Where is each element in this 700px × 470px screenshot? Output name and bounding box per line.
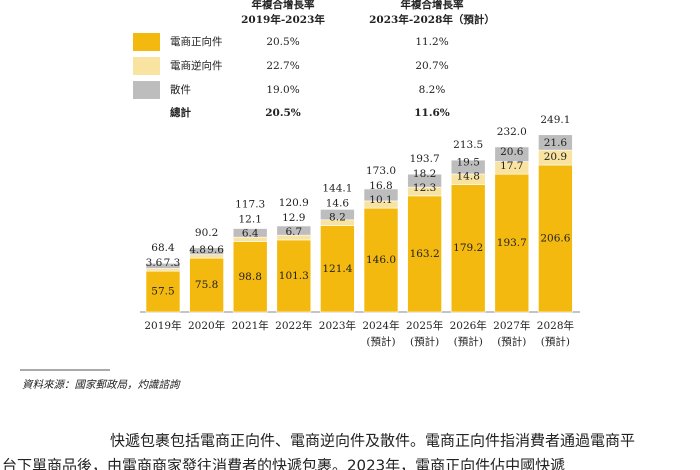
value-label: 20.6 bbox=[500, 146, 524, 158]
total-label: 249.1 bbox=[540, 114, 570, 126]
value-label: 3.6 bbox=[146, 257, 163, 269]
x-tick-label: 2022年 bbox=[275, 319, 312, 332]
x-tick-label: 2024年 bbox=[362, 319, 399, 332]
total-label: 120.9 bbox=[279, 197, 309, 209]
x-tick-note: (預計) bbox=[366, 335, 395, 348]
value-label: 9.6 bbox=[207, 244, 224, 256]
value-label: 121.4 bbox=[322, 263, 352, 275]
value-label: 17.7 bbox=[500, 160, 523, 172]
bar-segment bbox=[189, 247, 224, 255]
bar-segment bbox=[145, 263, 181, 269]
value-label: 16.8 bbox=[369, 180, 392, 192]
legend-swatch bbox=[133, 33, 160, 51]
x-tick-label: 2025年 bbox=[406, 319, 443, 332]
bar-segment bbox=[232, 241, 268, 313]
value-label: 193.7 bbox=[497, 237, 527, 249]
x-tick-note: (預計) bbox=[497, 335, 526, 348]
bar-segment bbox=[232, 228, 268, 238]
legend-label: 電商正向件 bbox=[170, 35, 223, 48]
total-label: 173.0 bbox=[366, 165, 396, 177]
table-cell: 20.5% bbox=[266, 36, 299, 48]
x-tick-note: (預計) bbox=[541, 335, 570, 348]
value-label: 12.3 bbox=[413, 182, 436, 194]
total-label: 232.0 bbox=[497, 126, 527, 138]
body-text: 台下單商品後，由電商商家發往消費者的快遞包裹。2023年，電商正向件佔中國快遞 bbox=[2, 457, 565, 470]
table-cell: 11.2% bbox=[415, 36, 448, 48]
total-label: 144.1 bbox=[322, 183, 352, 195]
bar-segment bbox=[363, 188, 399, 202]
table-header: 年複合增長率 bbox=[401, 0, 464, 11]
value-label: 101.3 bbox=[279, 270, 309, 282]
total-label: 90.2 bbox=[195, 227, 218, 239]
value-label: 163.2 bbox=[410, 248, 440, 260]
value-label: 12.9 bbox=[282, 212, 305, 224]
total-label: 213.5 bbox=[453, 139, 483, 151]
table-cell: 8.2% bbox=[419, 84, 446, 96]
bar-segment bbox=[538, 134, 573, 151]
value-label: 21.6 bbox=[544, 137, 568, 149]
value-label: 98.8 bbox=[239, 271, 262, 283]
x-tick-label: 2021年 bbox=[232, 319, 269, 332]
value-label: 75.8 bbox=[195, 279, 218, 291]
source: 資料來源：國家郵政局，灼識諮詢 bbox=[22, 379, 181, 391]
bar-segment bbox=[494, 146, 530, 162]
value-label: 18.2 bbox=[413, 168, 436, 180]
table-cell: 19.0% bbox=[266, 84, 299, 96]
value-label: 14.6 bbox=[326, 198, 350, 210]
x-tick-label: 2020年 bbox=[188, 319, 225, 332]
value-label: 19.5 bbox=[457, 156, 480, 168]
bar-segment bbox=[407, 173, 442, 188]
value-label: 4.8 bbox=[189, 244, 206, 256]
value-label: 146.0 bbox=[366, 254, 396, 266]
legend-swatch bbox=[133, 81, 160, 99]
bar-segment bbox=[363, 207, 399, 313]
table-cell: 20.7% bbox=[415, 60, 448, 72]
body-text: 快遞包裹包括電商正向件、電商逆向件及散件。電商正向件指消費者通過電商平 bbox=[110, 432, 635, 450]
x-tick-label: 2028年 bbox=[537, 319, 574, 332]
value-label: 20.9 bbox=[544, 151, 567, 163]
value-label: 6.4 bbox=[242, 228, 259, 240]
value-label: 14.8 bbox=[457, 170, 480, 182]
x-tick-label: 2019年 bbox=[144, 319, 181, 332]
x-tick-note: (預計) bbox=[410, 335, 439, 348]
value-label: 8.2 bbox=[329, 212, 346, 224]
table-header: 2023年-2028年（預計） bbox=[369, 13, 495, 26]
table-total-cell: 20.5% bbox=[265, 107, 301, 119]
table-cell: 22.7% bbox=[266, 60, 299, 72]
table-total-label: 總計 bbox=[170, 106, 191, 119]
bar-segment bbox=[494, 173, 530, 313]
bar-segment bbox=[145, 270, 181, 313]
table-header: 2019年-2023年 bbox=[241, 13, 325, 26]
x-tick-note: (預計) bbox=[454, 335, 483, 348]
total-label: 193.7 bbox=[410, 153, 440, 165]
value-label: 6.7 bbox=[285, 226, 302, 238]
value-label: 179.2 bbox=[453, 242, 483, 254]
table-total-cell: 11.6% bbox=[414, 107, 450, 119]
bar-segment bbox=[538, 164, 573, 313]
value-label: 57.5 bbox=[151, 286, 174, 298]
value-label: 10.1 bbox=[369, 194, 392, 206]
value-label: 206.6 bbox=[540, 232, 570, 244]
bar-segment bbox=[450, 184, 486, 313]
legend-swatch bbox=[133, 57, 160, 75]
bar-segment bbox=[450, 159, 486, 175]
value-label: 12.1 bbox=[239, 214, 262, 226]
total-label: 68.4 bbox=[151, 242, 175, 254]
legend-label: 電商逆向件 bbox=[170, 59, 223, 72]
legend-label: 散件 bbox=[170, 83, 191, 96]
x-tick-label: 2026年 bbox=[450, 319, 487, 332]
x-tick-label: 2027年 bbox=[493, 319, 530, 332]
table-header: 年複合增長率 bbox=[252, 0, 315, 11]
value-label: 7.3 bbox=[164, 257, 181, 269]
bar-segment bbox=[320, 209, 355, 221]
x-tick-label: 2023年 bbox=[319, 319, 356, 332]
bar-segment bbox=[276, 225, 312, 236]
bar-segment bbox=[407, 195, 442, 313]
total-label: 117.3 bbox=[235, 199, 265, 211]
